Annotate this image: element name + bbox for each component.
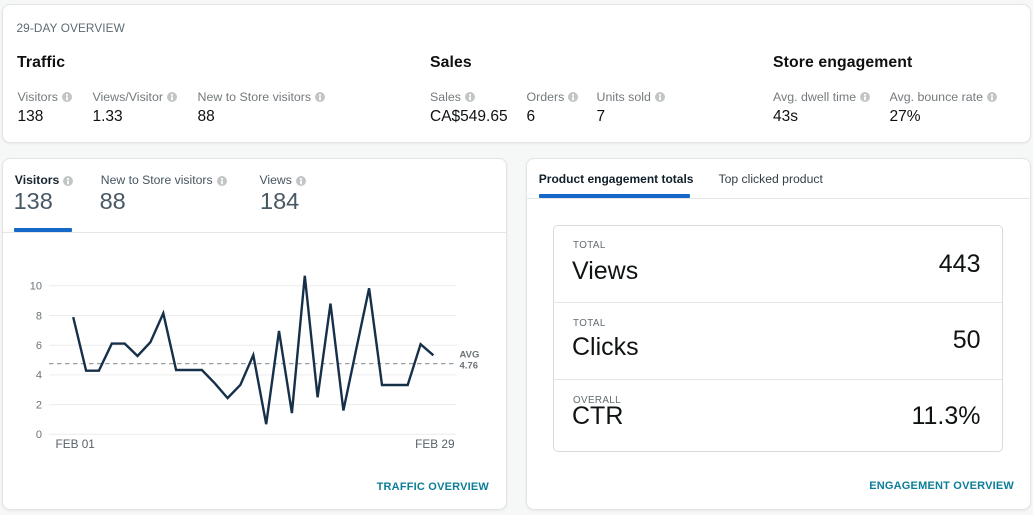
svg-text:8: 8	[36, 310, 42, 322]
svg-text:FEB 29: FEB 29	[415, 437, 454, 451]
svg-text:4.76: 4.76	[460, 360, 479, 371]
svg-text:4: 4	[36, 370, 42, 382]
svg-text:FEB 01: FEB 01	[56, 437, 95, 451]
svg-text:AVG: AVG	[460, 349, 480, 360]
svg-text:6: 6	[36, 340, 42, 352]
svg-text:10: 10	[30, 281, 42, 293]
svg-text:0: 0	[36, 429, 42, 441]
svg-text:2: 2	[36, 399, 42, 411]
